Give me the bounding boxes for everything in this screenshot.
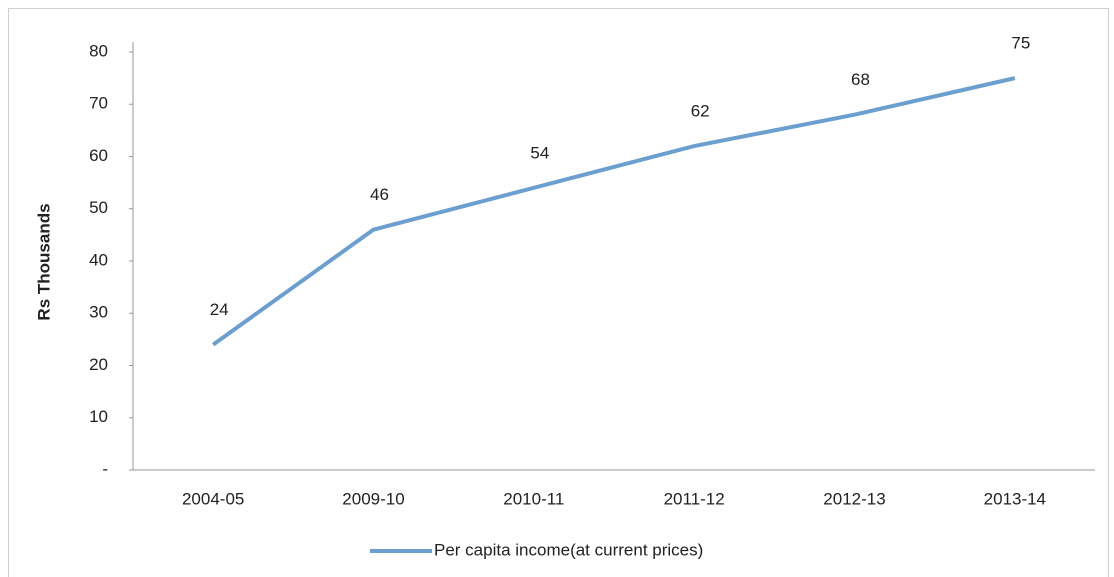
legend-label: Per capita income(at current prices)	[434, 540, 703, 559]
chart-frame	[8, 8, 1109, 577]
data-label: 75	[1011, 34, 1030, 53]
y-tick-label: 20	[89, 355, 108, 374]
y-tick-label: 10	[89, 407, 108, 426]
x-tick-label: 2011-12	[664, 489, 725, 508]
y-tick-label: -	[102, 459, 108, 478]
x-tick-label: 2013-14	[984, 489, 1046, 508]
x-tick-label: 2009-10	[342, 489, 404, 508]
data-label: 46	[370, 185, 389, 204]
x-tick-label: 2012-13	[823, 489, 885, 508]
data-label: 68	[851, 70, 870, 89]
y-tick-label: 60	[89, 146, 108, 165]
data-label: 24	[210, 300, 229, 319]
line-series	[212, 76, 1016, 347]
data-label: 62	[691, 102, 710, 121]
y-tick-label: 50	[89, 198, 108, 217]
y-tick-label: 40	[89, 250, 108, 269]
y-tick-label: 70	[89, 94, 108, 113]
y-axis-label: Rs Thousands	[34, 203, 53, 320]
y-tick-label: 80	[89, 41, 108, 60]
x-tick-label: 2010-11	[503, 489, 564, 508]
x-tick-label: 2004-05	[182, 489, 244, 508]
data-label: 54	[530, 143, 549, 162]
y-tick-label: 30	[89, 303, 108, 322]
